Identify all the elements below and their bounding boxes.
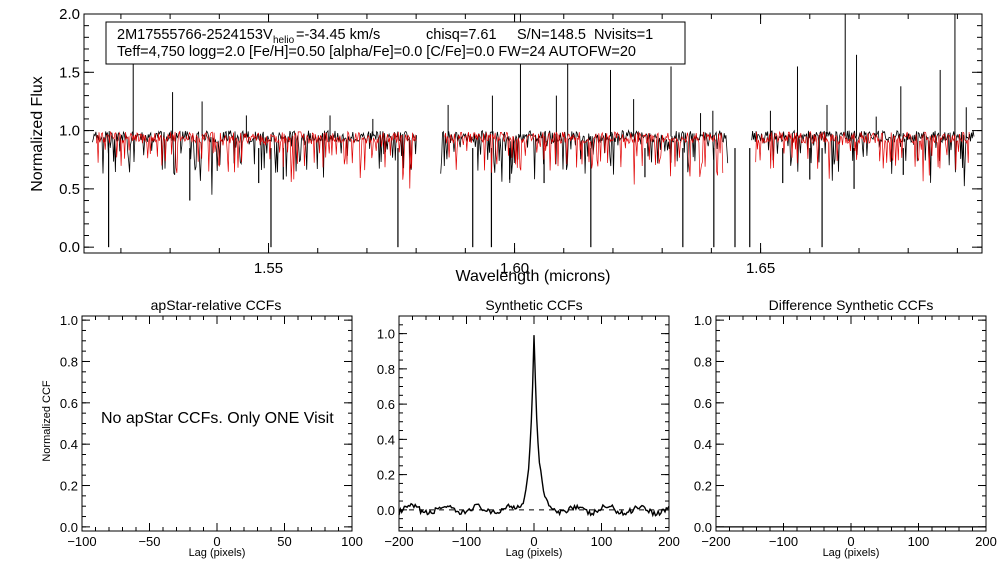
y-tick-label: 0.4 — [377, 432, 395, 447]
difference-ccf-title: Difference Synthetic CCFs — [769, 297, 934, 313]
y-tick-label: 1.5 — [59, 64, 80, 81]
spectrum-ylabel: Normalized Flux — [29, 76, 46, 192]
info-snr: S/N=148.5 — [517, 27, 586, 43]
spectrum-panel: 1.55 1.60 1.65 0.0 0.5 1.0 1.5 2.0 2M17555766-2… — [29, 6, 983, 285]
y-tick-label: 1.0 — [59, 123, 80, 140]
x-tick-label: 1.65 — [746, 260, 775, 277]
info-vhelio-value: =-34.45 km/s — [296, 27, 380, 43]
synthetic-ccf-xlabel: Lag (pixels) — [506, 547, 563, 559]
info-vhelio-sub: helio — [273, 35, 295, 46]
info-box — [105, 21, 686, 65]
info-star-id: 2M17555766-2524153 — [117, 27, 263, 43]
y-tick-label: 0.6 — [60, 396, 78, 411]
x-tick-label: 200 — [658, 534, 680, 549]
x-tick-label: −200 — [384, 534, 413, 549]
difference-ccf-xlabel: Lag (pixels) — [823, 547, 880, 559]
info-vhelio-v: V — [263, 27, 273, 43]
x-tick-label: 1.60 — [500, 260, 529, 277]
y-tick-label: 0.8 — [60, 354, 78, 369]
apstar-ccf-xlabel: Lag (pixels) — [189, 547, 246, 559]
spectrum-line — [95, 130, 417, 189]
y-tick-label: 0.0 — [60, 520, 78, 535]
spectrum-axes: 1.55 1.60 1.65 0.0 0.5 1.0 1.5 2.0 — [59, 6, 982, 277]
synthetic-ccf-title: Synthetic CCFs — [485, 297, 582, 313]
spectrum-frame — [83, 13, 983, 254]
y-tick-label: 2.0 — [59, 6, 80, 23]
apstar-ccf-annotation: No apStar CCFs. Only ONE Visit — [101, 410, 334, 427]
apstar-ccf-title: apStar-relative CCFs — [151, 297, 282, 313]
spectrum-xlabel: Wavelength (microns) — [455, 268, 610, 285]
x-tick-label: 100 — [341, 534, 363, 549]
x-tick-label: 1.55 — [254, 260, 283, 277]
apstar-ccf-axes: −100 −50 0 50 100 0.0 0.2 0.4 0.6 0.8 1.0 — [60, 313, 363, 549]
x-tick-label: 0 — [213, 534, 220, 549]
x-tick-label: −200 — [701, 534, 730, 549]
apstar-ccf-ylabel: Normalized CCF — [41, 380, 53, 462]
y-tick-label: 0.0 — [377, 503, 395, 518]
spectrum-line — [92, 129, 417, 195]
synthetic-ccf-panel: Synthetic CCFs −200 −100 0 100 200 0.0 0.2 0.4 0… — [377, 297, 680, 559]
y-tick-label: 0.2 — [694, 479, 712, 494]
spectrum-line — [751, 129, 975, 187]
y-tick-label: 0.8 — [694, 354, 712, 369]
spectrum-series — [92, 14, 975, 248]
x-tick-label: 0 — [530, 534, 537, 549]
y-tick-label: 1.0 — [694, 313, 712, 328]
spectrum-line — [755, 130, 970, 182]
difference-ccf-axes: −200 −100 0 100 200 0.0 0.2 0.4 0.6 0.8 1.0 — [694, 313, 997, 549]
y-tick-label: 0.8 — [377, 362, 395, 377]
y-tick-label: 0.6 — [377, 397, 395, 412]
x-tick-label: −100 — [452, 534, 481, 549]
y-tick-label: 0.4 — [694, 437, 712, 452]
apstar-ccf-panel: apStar-relative CCFs −100 −50 0 50 100 0.0 0.2… — [41, 297, 363, 559]
info-params: Teff=4,750 logg=2.0 [Fe/H]=0.50 [alpha/F… — [117, 44, 636, 60]
ccf-line — [398, 335, 670, 518]
y-tick-label: 0.2 — [60, 479, 78, 494]
info-nvisits: Nvisits=1 — [594, 27, 653, 43]
x-tick-label: 50 — [277, 534, 291, 549]
y-tick-label: 0.0 — [694, 520, 712, 535]
x-tick-label: −100 — [769, 534, 798, 549]
x-tick-label: 100 — [591, 534, 613, 549]
x-tick-label: 100 — [908, 534, 930, 549]
y-tick-label: 0.5 — [59, 181, 80, 198]
x-tick-label: 0 — [847, 534, 854, 549]
info-chisq: chisq=7.61 — [426, 27, 497, 43]
y-tick-label: 0.6 — [694, 396, 712, 411]
synthetic-ccf-series — [398, 335, 670, 518]
y-tick-label: 1.0 — [60, 313, 78, 328]
x-tick-label: −100 — [67, 534, 96, 549]
spectrum-line — [444, 131, 724, 185]
y-tick-label: 0.4 — [60, 437, 78, 452]
y-tick-label: 1.0 — [377, 327, 395, 342]
difference-ccf-panel: Difference Synthetic CCFs −200 −100 0 100 20… — [694, 297, 997, 559]
y-tick-label: 0.2 — [377, 468, 395, 483]
synthetic-ccf-axes: −200 −100 0 100 200 0.0 0.2 0.4 0.6 0.8 1.0 — [377, 315, 680, 549]
x-tick-label: −50 — [138, 534, 160, 549]
y-tick-label: 0.0 — [59, 239, 80, 256]
x-tick-label: 200 — [975, 534, 997, 549]
difference-ccf-frame — [715, 315, 987, 532]
